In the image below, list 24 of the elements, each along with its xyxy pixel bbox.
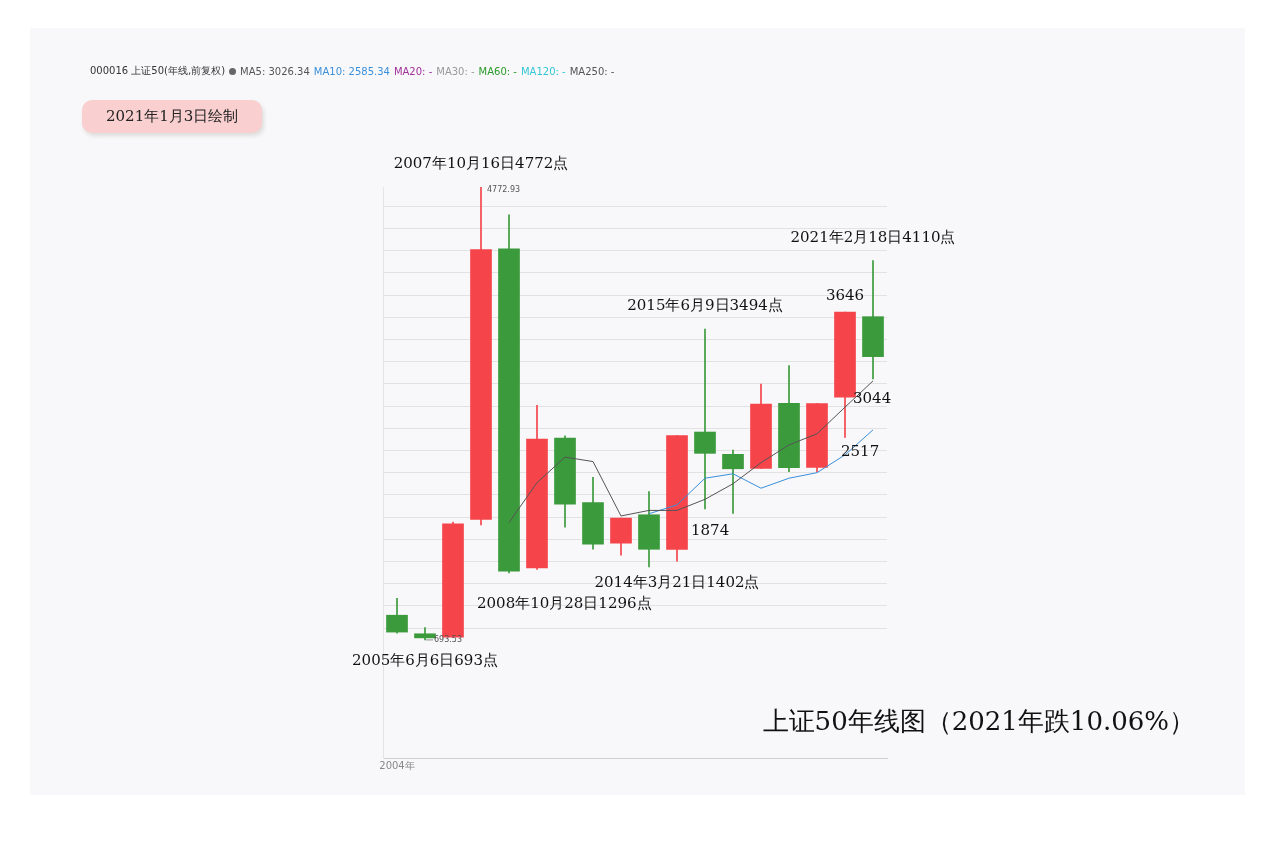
annotation: 2014年3月21日1402点 (594, 572, 760, 591)
x-tick-label: 2004年 (379, 759, 415, 771)
text: 上证50年线图（2021年跌10.06%） (762, 705, 1195, 738)
legend-label: MA250: - (569, 65, 615, 77)
text: 000016 上证50(年线,前复权) (90, 64, 226, 78)
text: MA10: 2585.34 (313, 65, 390, 77)
annotation: 2015年6月9日3494点 (627, 296, 783, 315)
candlestick (694, 328, 716, 510)
legend-label: MA20: - (393, 65, 433, 77)
annotation: 2517 (841, 441, 880, 460)
annotation: 3044 (853, 389, 892, 407)
annotation: 3646 (825, 285, 865, 304)
legend-label: MA60: - (478, 65, 517, 77)
text: MA5: 3026.34 (240, 65, 310, 77)
annotation: 693.53 (434, 635, 462, 644)
annotation: 2005年6月6日693点 (352, 651, 498, 670)
text: 2021年1月3日绘制 (82, 100, 263, 133)
annotation: 2008年10月28日1296点 (477, 594, 652, 613)
annotation: 1874 (691, 521, 730, 539)
annotation: 4772.93 (487, 185, 521, 194)
legend-label: MA30: - (436, 65, 475, 77)
annotation: 2007年10月16日4772点 (393, 154, 569, 173)
annotation: 2021年2月18日4110点 (790, 227, 956, 246)
legend-label: MA120: - (520, 65, 566, 77)
